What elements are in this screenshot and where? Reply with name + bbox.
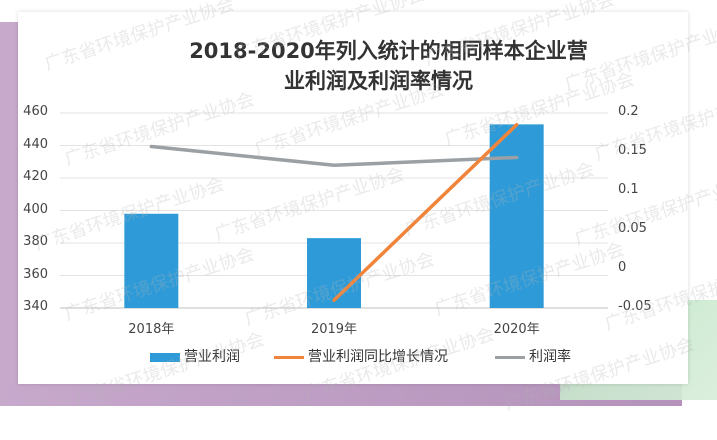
right-axis-tick: 0.05 — [618, 221, 647, 236]
legend-swatch-yoy-growth — [274, 355, 304, 359]
left-axis-tick: 420 — [23, 169, 48, 184]
legend-swatch-operating-profit — [150, 352, 180, 362]
left-axis-tick: 460 — [23, 104, 48, 119]
legend-label-yoy-growth: 营业利润同比增长情况 — [308, 349, 448, 365]
x-axis-tick: 2019年 — [310, 322, 358, 337]
left-axis-tick: 380 — [23, 234, 48, 249]
legend-swatch-profit-margin — [495, 355, 525, 359]
line-profit-margin — [149, 144, 519, 168]
left-axis-tick: 440 — [23, 136, 48, 152]
left-axis-tick: 340 — [23, 299, 48, 314]
legend-item-yoy-growth: 营业利润同比增长情况 — [274, 346, 448, 366]
chart-title-line1: 2018-2020年列入统计的相同样本企业营 — [189, 39, 588, 63]
right-axis-tick: 0.15 — [618, 143, 647, 158]
line-yoy-growth — [332, 122, 519, 302]
x-axis-tick: 2020年 — [493, 322, 540, 337]
legend-label-profit-margin: 利润率 — [529, 349, 571, 365]
left-axis-tick: 400 — [23, 201, 48, 217]
chart-card — [18, 12, 688, 384]
chart-title-line2: 业利润及利润率情况 — [284, 69, 473, 93]
left-axis-tick: 360 — [23, 266, 48, 282]
legend-item-profit-margin: 利润率 — [495, 346, 571, 366]
x-axis-tick: 2018年 — [128, 322, 175, 337]
decor-purple-bottom — [0, 384, 682, 406]
right-axis-tick: 0.2 — [618, 104, 639, 119]
legend-label-operating-profit: 营业利润 — [184, 349, 240, 365]
bar-operating-profit — [489, 124, 544, 308]
right-axis-tick: 0.1 — [618, 182, 639, 197]
bar-operating-profit — [307, 238, 361, 308]
bar-operating-profit — [124, 213, 179, 308]
right-axis-tick: 0 — [618, 260, 627, 275]
legend-item-operating-profit: 营业利润 — [150, 346, 240, 366]
right-axis-tick: -0.05 — [618, 299, 652, 314]
